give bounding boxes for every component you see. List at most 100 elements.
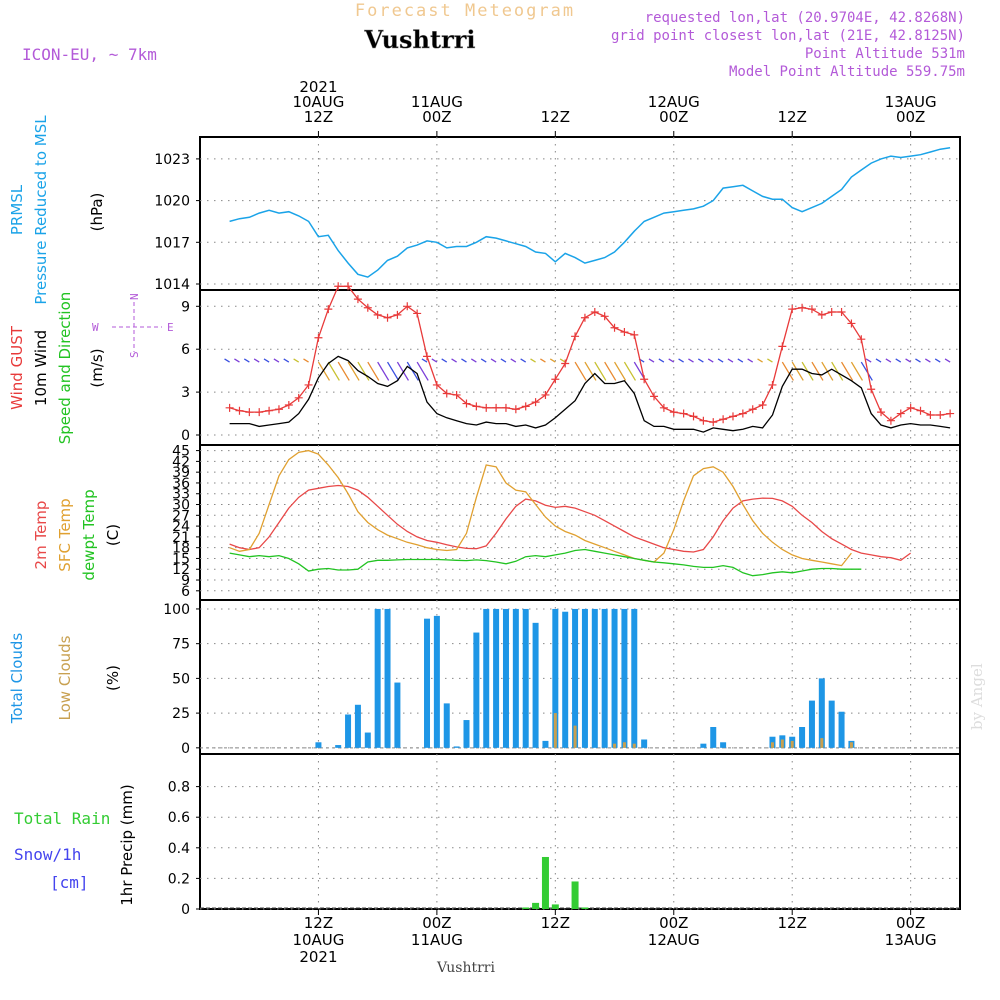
wind-direction-arrow <box>831 361 844 381</box>
gust-marker <box>265 406 274 415</box>
gust-marker <box>580 313 589 322</box>
gust-marker <box>877 408 886 417</box>
wind-direction-arrow <box>791 361 804 381</box>
wind-direction-arrow <box>915 358 921 363</box>
wind-direction-arrow <box>737 358 744 363</box>
compass-rose: W E N S <box>92 293 174 358</box>
wind-direction-arrow <box>263 358 270 363</box>
gust-marker <box>719 415 728 424</box>
low-cloud-bar <box>820 738 824 748</box>
panel-frame <box>199 753 961 910</box>
title-small: Forecast Meteogram <box>355 1 575 21</box>
wind-direction-arrow <box>905 358 911 363</box>
wind-direction-arrow <box>574 361 587 381</box>
gust-marker <box>472 402 481 411</box>
ytick-label: 39 <box>172 465 190 481</box>
wind-direction-arrow <box>540 358 546 363</box>
wind-direction-arrow <box>767 358 773 363</box>
panel-label: Low Clouds <box>56 635 74 720</box>
panel-label: (m/s) <box>88 348 106 387</box>
gust-marker <box>511 405 520 414</box>
total-cloud-bar <box>542 740 549 748</box>
footer-location: Vushtrri <box>436 960 495 976</box>
pressure-line <box>229 147 951 278</box>
panel-clouds: Total Clouds Low Clouds (%) 0 25 50 75 100 <box>8 599 961 757</box>
low-cloud-bar <box>770 742 774 748</box>
gust-marker <box>531 398 540 407</box>
ytick-label: 9 <box>181 573 190 589</box>
wind-direction-arrow <box>520 358 527 363</box>
wind-direction-arrow <box>549 358 556 363</box>
rain-bar <box>581 907 589 909</box>
low-cloud-bar <box>553 713 557 748</box>
temp-2m-line <box>229 484 911 562</box>
panel-label: Wind GUST <box>8 325 26 410</box>
bottom-axis-label: 11AUG <box>411 931 463 949</box>
wind-direction-arrow <box>416 361 429 381</box>
ytick-label: 1020 <box>154 194 190 210</box>
gust-marker <box>344 282 353 291</box>
gust-marker <box>778 342 787 351</box>
panel-frame <box>199 289 961 446</box>
gust-marker <box>452 390 461 399</box>
panel-label: dewpt Temp <box>80 489 98 580</box>
precip-legend-label: [cm] <box>50 873 89 892</box>
panel-frame <box>199 599 961 755</box>
gust-marker <box>274 405 283 414</box>
wind-direction-arrow <box>490 358 497 363</box>
gust-marker <box>561 359 570 368</box>
ytick-label: 15 <box>172 551 190 567</box>
total-cloud-bar <box>354 704 361 748</box>
total-cloud-bar <box>364 732 371 748</box>
ytick-label: 25 <box>172 706 190 722</box>
wind-direction-arrow <box>470 358 477 363</box>
top-axis-label: 00Z <box>422 108 451 126</box>
bottom-axis-label: 13AUG <box>885 931 937 949</box>
ytick-label: 100 <box>163 602 190 618</box>
total-cloud-bar <box>374 608 381 748</box>
gust-marker <box>432 380 441 389</box>
wind-direction-arrow <box>850 361 864 381</box>
total-cloud-bar <box>522 608 529 748</box>
bottom-axis-label: 12Z <box>541 914 570 932</box>
low-cloud-bar <box>622 742 626 748</box>
gust-marker <box>383 313 392 322</box>
point-altitude: Point Altitude 531m <box>805 46 965 62</box>
panels-layer: PRMSL Pressure Reduced to MSL (hPa) 1014 101… <box>8 115 961 918</box>
wind-direction-arrow <box>234 358 240 363</box>
top-axis-label: 12Z <box>304 108 333 126</box>
ytick-label: 27 <box>172 508 190 524</box>
wind-direction-arrow <box>406 361 419 381</box>
rain-bar <box>522 907 530 909</box>
gust-marker <box>620 328 629 337</box>
gust-marker <box>936 410 945 419</box>
bottom-axis-label: 00Z <box>896 914 925 932</box>
gust-marker <box>245 408 254 417</box>
wind-direction-arrow <box>604 361 617 381</box>
gust-marker <box>541 390 550 399</box>
top-axis-label: 12Z <box>778 108 807 126</box>
gust-marker <box>413 309 422 318</box>
gust-marker <box>738 409 747 418</box>
wind-direction-arrow <box>841 361 854 381</box>
panel-label: (%) <box>104 665 122 691</box>
ytick-label: 1014 <box>154 277 190 293</box>
panel-frame <box>199 444 961 601</box>
total-cloud-bar <box>818 678 825 748</box>
wind-direction-arrow <box>421 358 428 363</box>
bottom-axis-label: 12AUG <box>648 931 700 949</box>
wind-direction-arrow <box>757 358 763 363</box>
wind-direction-arrow <box>480 358 487 363</box>
panel-label: 10m Wind <box>32 330 50 406</box>
gust-marker <box>363 303 372 312</box>
total-cloud-bar <box>424 618 431 748</box>
panel-label: 2m Temp <box>32 501 50 570</box>
total-cloud-bar <box>581 608 588 748</box>
total-cloud-bar <box>463 720 470 748</box>
gust-marker <box>699 416 708 425</box>
wind-direction-arrow <box>678 358 684 363</box>
gust-marker <box>857 335 866 344</box>
bottom-axis-label: 2021 <box>299 948 337 966</box>
top-axis-label: 11AUG <box>411 93 463 111</box>
